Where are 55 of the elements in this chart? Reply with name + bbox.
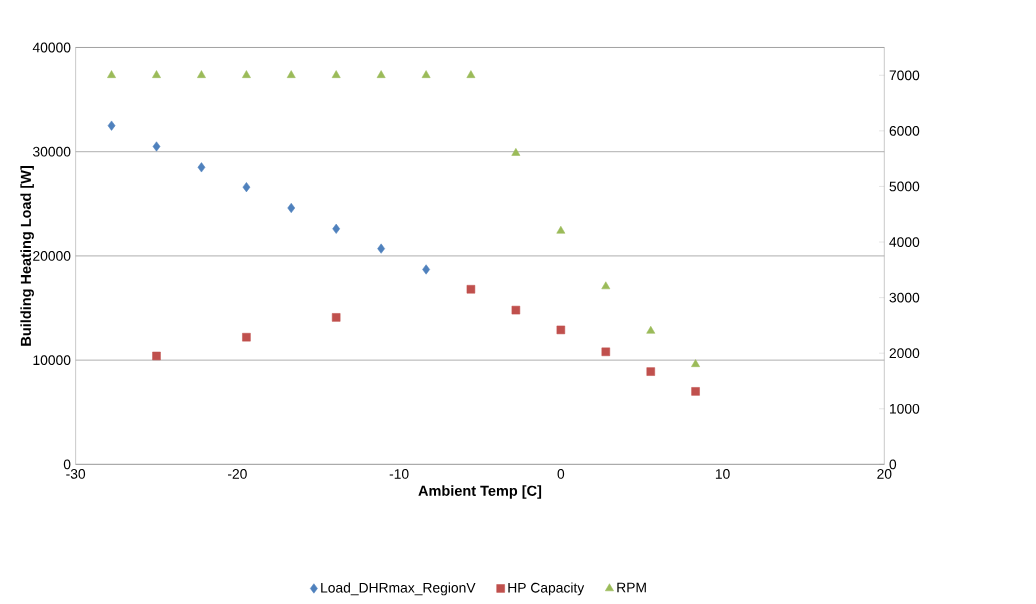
y-tick-label: 10000 xyxy=(33,355,71,365)
legend-label: RPM xyxy=(617,582,646,593)
y2-tick-label: 4000 xyxy=(889,237,920,247)
point xyxy=(107,70,116,78)
x-tick-label: -30 xyxy=(66,468,86,479)
x-tick-label: 10 xyxy=(715,468,730,479)
y-tick-label: 30000 xyxy=(32,146,71,157)
y2-tick-label: 3000 xyxy=(889,292,920,303)
point xyxy=(646,325,656,334)
point xyxy=(242,70,251,78)
point xyxy=(511,305,521,315)
point xyxy=(331,313,341,322)
point xyxy=(691,387,700,396)
legend-label: HP Capacity xyxy=(508,582,585,596)
point xyxy=(107,120,116,131)
y2-tick-label: 2000 xyxy=(889,348,920,359)
point xyxy=(466,284,476,294)
legend-label: Load_DHRmax_RegionV xyxy=(321,582,476,596)
point xyxy=(601,281,611,290)
point xyxy=(152,70,161,78)
x-tick-label: -20 xyxy=(227,468,247,479)
point xyxy=(556,325,566,335)
y-tick-label: 0 xyxy=(63,459,71,470)
y2-tick-label: 6000 xyxy=(889,125,920,136)
point xyxy=(556,225,566,234)
point xyxy=(332,223,341,234)
point xyxy=(152,141,161,152)
point xyxy=(421,70,431,78)
y2-tick-label: 1000 xyxy=(890,403,920,414)
point xyxy=(646,367,655,376)
y-axis-title: Building Heating Load [W] xyxy=(20,165,34,346)
point xyxy=(511,147,521,156)
x-axis-title: Ambient Temp [C] xyxy=(418,485,542,499)
point xyxy=(242,332,251,342)
y2-tick-label: 7000 xyxy=(889,70,920,81)
point xyxy=(242,182,251,193)
y-tick-label: 20000 xyxy=(33,250,71,261)
point xyxy=(197,162,206,173)
y2-tick-label: 0 xyxy=(889,459,897,470)
point xyxy=(286,70,296,78)
point xyxy=(376,70,386,78)
y2-tick-label: 5000 xyxy=(889,181,920,192)
point xyxy=(197,70,206,78)
point xyxy=(331,70,341,78)
x-tick-label: 20 xyxy=(877,468,892,479)
point xyxy=(377,243,385,254)
point xyxy=(466,70,476,78)
point xyxy=(287,202,296,213)
point xyxy=(152,351,161,361)
point xyxy=(422,264,430,275)
y-tick-label: 40000 xyxy=(32,42,71,53)
x-tick-label: 0 xyxy=(557,468,565,479)
x-tick-label: -10 xyxy=(389,468,409,479)
point xyxy=(601,347,611,356)
point xyxy=(691,359,700,367)
